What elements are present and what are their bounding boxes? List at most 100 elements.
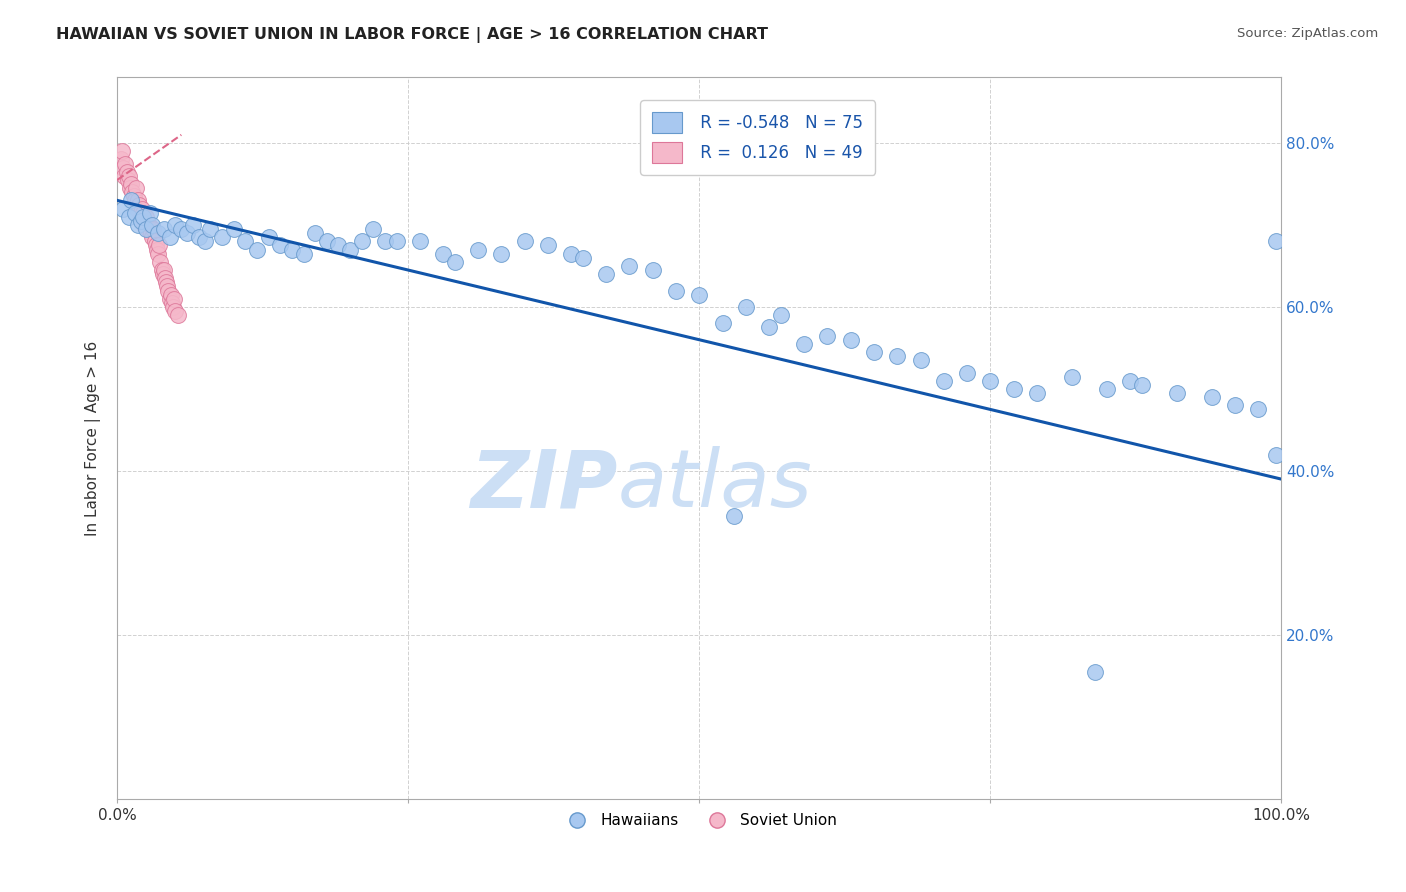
Point [281,243,304,257]
Point [194,235,217,249]
Point [136,222,159,236]
Point [444,255,467,269]
Point [112,202,135,216]
Point [165,218,187,232]
Point [815,328,838,343]
Point [1026,386,1049,401]
Point [758,320,780,334]
Point [1264,235,1286,249]
Point [222,222,245,236]
Point [886,349,908,363]
Point [363,222,385,236]
Point [432,246,454,260]
Point [572,251,595,265]
Point [120,177,142,191]
Point [350,235,373,249]
Point [153,222,176,236]
Point [979,374,1001,388]
Point [328,238,350,252]
Text: ZIP: ZIP [471,446,617,524]
Point [115,165,138,179]
Point [118,210,141,224]
Point [127,194,149,208]
Point [641,263,664,277]
Point [200,222,222,236]
Point [513,235,536,249]
Point [153,263,176,277]
Point [863,345,886,359]
Point [246,243,269,257]
Point [146,246,169,260]
Point [1119,374,1142,388]
Text: atlas: atlas [617,446,813,524]
Point [156,279,179,293]
Point [181,218,204,232]
Point [155,276,177,290]
Point [146,226,169,240]
Point [159,230,181,244]
Point [315,235,337,249]
Point [1060,369,1083,384]
Point [139,222,162,236]
Point [139,205,162,219]
Point [118,169,141,183]
Point [537,238,560,252]
Point [932,374,955,388]
Point [165,304,187,318]
Point [131,202,153,216]
Y-axis label: In Labor Force | Age > 16: In Labor Force | Age > 16 [86,341,101,536]
Point [374,235,396,249]
Point [117,173,139,187]
Point [153,271,176,285]
Point [688,287,710,301]
Point [157,284,180,298]
Point [159,287,181,301]
Point [1264,448,1286,462]
Point [409,235,432,249]
Point [1095,382,1118,396]
Point [146,243,169,257]
Point [124,194,146,208]
Point [560,246,582,260]
Point [619,259,641,273]
Point [170,222,193,236]
Point [910,353,932,368]
Point [166,308,188,322]
Point [1223,398,1246,412]
Point [152,267,174,281]
Point [129,214,152,228]
Point [1247,402,1270,417]
Point [132,210,155,224]
Point [292,246,315,260]
Point [149,255,172,269]
Point [491,246,513,260]
Point [120,194,142,208]
Point [132,205,155,219]
Point [139,226,162,240]
Point [134,214,156,228]
Text: Source: ZipAtlas.com: Source: ZipAtlas.com [1237,27,1378,40]
Point [711,317,734,331]
Point [114,156,136,170]
Point [839,333,862,347]
Point [769,308,792,322]
Point [176,226,198,240]
Point [1166,386,1188,401]
Point [723,508,745,523]
Point [467,243,489,257]
Point [129,210,152,224]
Point [159,292,181,306]
Point [120,181,142,195]
Text: HAWAIIAN VS SOVIET UNION IN LABOR FORCE | AGE > 16 CORRELATION CHART: HAWAIIAN VS SOVIET UNION IN LABOR FORCE … [56,27,768,43]
Point [111,145,134,159]
Point [150,263,173,277]
Point [163,292,186,306]
Point [1002,382,1025,396]
Point [160,296,183,310]
Point [1130,377,1153,392]
Point [138,218,160,232]
Point [1084,665,1107,679]
Legend: Hawaiians, Soviet Union: Hawaiians, Soviet Union [555,807,842,835]
Point [141,218,163,232]
Point [112,161,135,175]
